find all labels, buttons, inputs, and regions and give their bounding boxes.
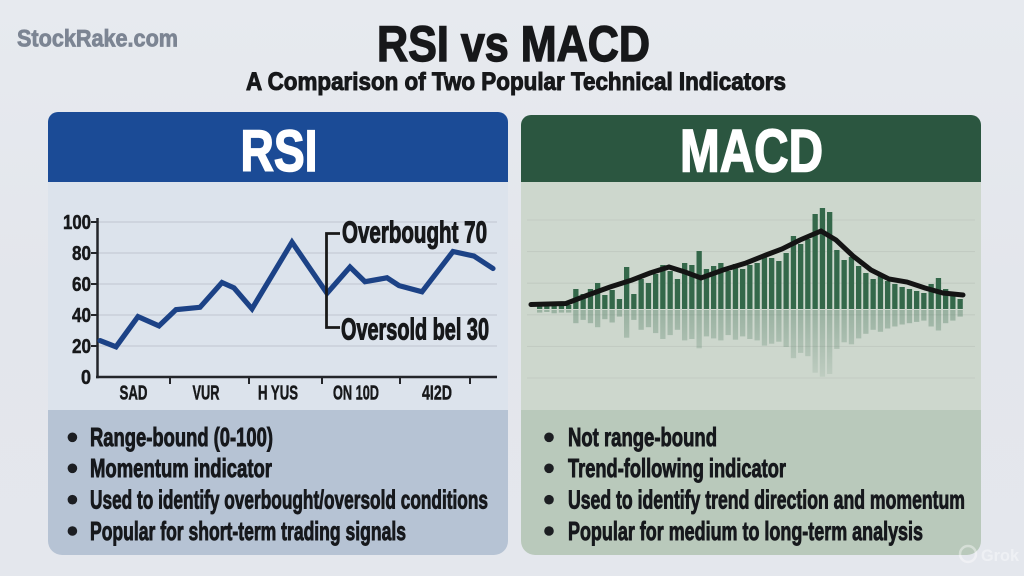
svg-text:Popular for short-term trading: Popular for short-term trading signals — [90, 516, 406, 546]
svg-text:Used to identify overbought/ov: Used to identify overbought/oversold con… — [90, 485, 488, 515]
svg-text:A Comparison of Two Popular Te: A Comparison of Two Popular Technical In… — [246, 68, 786, 96]
svg-text:Overbought 70: Overbought 70 — [342, 215, 487, 250]
svg-text:40: 40 — [72, 305, 91, 327]
svg-text:VUR: VUR — [193, 383, 220, 405]
svg-text:20: 20 — [72, 336, 91, 358]
svg-text:0: 0 — [81, 367, 91, 389]
svg-text:RSI vs MACD: RSI vs MACD — [377, 15, 650, 72]
svg-text:Trend-following indicator: Trend-following indicator — [568, 453, 786, 483]
svg-text:Momentum indicator: Momentum indicator — [90, 453, 272, 483]
svg-text:60: 60 — [72, 274, 91, 296]
svg-text:H YUS: H YUS — [258, 383, 298, 405]
svg-text:4I2D: 4I2D — [422, 383, 452, 405]
svg-text:Not range-bound: Not range-bound — [568, 422, 717, 452]
svg-text:80: 80 — [72, 243, 91, 265]
svg-text:SAD: SAD — [120, 383, 148, 405]
svg-text:Range-bound (0-100): Range-bound (0-100) — [90, 422, 273, 452]
svg-text:Oversold bel 30: Oversold bel 30 — [341, 312, 489, 347]
svg-text:Used to identify trend directi: Used to identify trend direction and mom… — [568, 485, 965, 515]
svg-text:MACD: MACD — [680, 118, 823, 185]
svg-text:ON 10D: ON 10D — [333, 383, 379, 405]
svg-text:StockRake.com: StockRake.com — [17, 26, 178, 53]
svg-text:Popular for medium to long-ter: Popular for medium to long-term analysis — [568, 516, 923, 546]
svg-text:Grok: Grok — [981, 546, 1020, 565]
svg-text:RSI: RSI — [241, 119, 318, 184]
svg-text:100: 100 — [63, 212, 91, 234]
